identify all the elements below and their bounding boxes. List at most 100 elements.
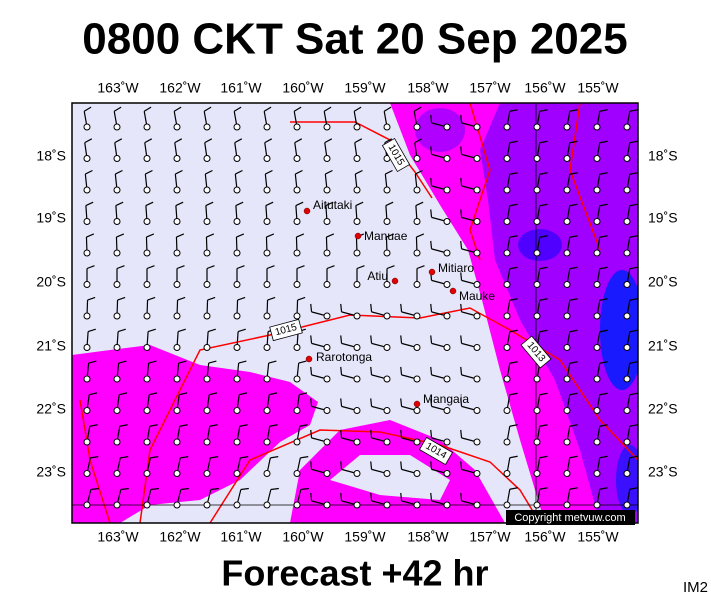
wind-barb <box>310 366 313 375</box>
station <box>503 312 511 320</box>
station <box>143 281 151 288</box>
station <box>83 375 91 383</box>
wind-barb <box>310 429 313 438</box>
wind-barb <box>629 329 638 333</box>
isobar-label-box <box>381 137 411 173</box>
wind-barb <box>264 138 273 144</box>
station <box>593 123 601 131</box>
wind-barb <box>269 392 278 396</box>
wind-barb <box>85 201 94 207</box>
station <box>623 155 631 162</box>
station <box>323 375 331 383</box>
station <box>353 155 361 162</box>
station <box>593 470 601 477</box>
station <box>83 407 91 414</box>
wind-barb <box>208 360 217 364</box>
wind-barb <box>90 456 99 459</box>
wind-barb <box>569 455 578 459</box>
lon-label: 161˚W <box>220 80 262 96</box>
lat-label: 18˚S <box>648 148 678 164</box>
station <box>323 438 331 446</box>
station <box>203 123 211 131</box>
wind-barb <box>120 487 129 491</box>
wind-barb <box>460 303 463 312</box>
lon-label: 158˚W <box>407 80 449 96</box>
lat-label: 19˚S <box>648 210 678 226</box>
wind-barb <box>430 366 433 375</box>
station <box>203 438 211 446</box>
wind-barb <box>370 429 373 438</box>
lon-label: 157˚W <box>469 529 511 545</box>
wind-barb <box>178 360 187 364</box>
station <box>293 186 301 194</box>
station <box>623 501 631 509</box>
wind-barb <box>509 424 518 427</box>
lon-label: 162˚W <box>159 80 201 96</box>
wind-barb <box>599 329 608 333</box>
wind-barb <box>629 361 638 364</box>
wind-barb <box>300 456 309 459</box>
station <box>233 281 241 288</box>
wind-barb <box>149 392 158 396</box>
station <box>353 407 361 414</box>
wind-barb <box>509 361 518 364</box>
places: Aitutaki Manuae Atiu Mitiaro Mauke Rarotonga M… <box>303 198 495 408</box>
wind-barb <box>599 235 608 238</box>
station <box>233 407 241 414</box>
wind-barb <box>89 392 98 396</box>
station <box>503 375 511 383</box>
wind-barb <box>266 265 275 270</box>
place-dot <box>303 207 311 215</box>
station <box>473 249 481 257</box>
station <box>473 281 481 288</box>
station <box>563 470 571 477</box>
lon-label: 155˚W <box>577 529 619 545</box>
station <box>233 123 241 131</box>
wind-zone <box>600 270 638 390</box>
wind-barb <box>460 177 463 186</box>
station <box>143 312 151 320</box>
station <box>173 155 181 162</box>
credit-box <box>506 510 635 525</box>
image-code: IM2 <box>683 579 708 596</box>
wind-barb <box>323 106 332 112</box>
station <box>83 155 91 162</box>
station <box>593 375 601 383</box>
wind-barb <box>539 140 548 144</box>
forecast-label: Forecast +42 hr <box>221 553 488 594</box>
station <box>113 218 121 225</box>
wind-barb <box>116 265 125 270</box>
wind-barb <box>569 109 578 112</box>
station <box>503 470 511 477</box>
wind-barb <box>416 265 425 270</box>
wind-barb <box>177 296 186 301</box>
wind-barb <box>146 233 155 238</box>
station <box>473 186 481 194</box>
station <box>353 375 361 383</box>
map-field <box>72 103 638 523</box>
station <box>443 281 451 288</box>
station <box>323 501 331 509</box>
wind-barb <box>509 392 518 396</box>
wind-barb <box>203 106 212 112</box>
map-title: 0800 CKT Sat 20 Sep 2025 <box>82 15 627 64</box>
station <box>563 249 571 257</box>
wind-barb <box>326 265 335 270</box>
station <box>293 155 301 162</box>
wind-barb <box>310 461 313 470</box>
isobar-label-box <box>269 318 303 342</box>
station <box>143 344 151 351</box>
wind-barb <box>238 360 247 364</box>
station <box>533 155 541 162</box>
lon-label: 159˚W <box>344 80 386 96</box>
wind-barb <box>263 106 272 112</box>
wind-barb <box>385 169 393 175</box>
wind-barb <box>629 203 638 207</box>
station <box>263 312 271 320</box>
station <box>203 249 211 257</box>
station <box>113 249 121 257</box>
station <box>83 218 91 225</box>
place-name: Mitiaro <box>438 261 474 275</box>
station <box>113 375 121 383</box>
wind-barb <box>569 487 578 490</box>
